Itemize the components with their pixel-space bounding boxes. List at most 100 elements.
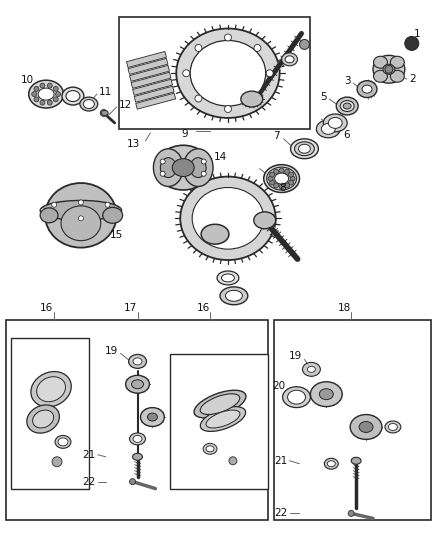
Ellipse shape [336, 97, 358, 115]
Circle shape [224, 34, 231, 41]
Circle shape [270, 180, 275, 185]
Ellipse shape [385, 421, 401, 433]
Ellipse shape [126, 375, 149, 393]
Circle shape [290, 176, 295, 181]
Text: 15: 15 [110, 230, 123, 240]
Bar [7, 320, 268, 520]
Bar [119, 17, 311, 129]
Circle shape [270, 172, 275, 177]
Text: 7: 7 [273, 131, 279, 141]
Ellipse shape [200, 407, 246, 431]
Circle shape [195, 95, 202, 102]
Ellipse shape [80, 97, 98, 111]
Text: 19: 19 [289, 351, 303, 361]
Ellipse shape [103, 207, 123, 223]
Ellipse shape [55, 435, 71, 448]
Bar [274, 320, 431, 520]
Text: 19: 19 [104, 346, 118, 357]
Text: 21: 21 [274, 456, 288, 466]
Ellipse shape [373, 55, 405, 83]
Ellipse shape [101, 110, 108, 116]
Circle shape [289, 180, 293, 185]
Circle shape [78, 200, 83, 205]
Circle shape [34, 86, 39, 91]
Circle shape [254, 44, 261, 51]
Circle shape [53, 86, 58, 91]
Circle shape [56, 92, 60, 96]
Ellipse shape [288, 390, 305, 404]
Ellipse shape [319, 389, 333, 400]
Ellipse shape [294, 142, 314, 156]
Circle shape [40, 100, 45, 105]
Ellipse shape [311, 382, 342, 407]
Ellipse shape [350, 415, 382, 439]
Ellipse shape [40, 208, 58, 223]
Ellipse shape [254, 212, 276, 229]
Text: 3: 3 [345, 76, 351, 86]
Circle shape [279, 168, 284, 173]
Ellipse shape [153, 149, 183, 187]
Ellipse shape [285, 56, 294, 63]
Ellipse shape [343, 103, 351, 109]
Text: 22: 22 [274, 508, 288, 519]
Ellipse shape [192, 188, 264, 249]
Circle shape [100, 109, 107, 116]
Ellipse shape [390, 70, 404, 82]
Ellipse shape [267, 167, 297, 190]
Circle shape [289, 172, 293, 177]
Circle shape [52, 214, 57, 219]
Ellipse shape [307, 366, 315, 373]
Circle shape [274, 169, 279, 174]
Ellipse shape [176, 29, 279, 118]
Circle shape [266, 70, 273, 77]
Ellipse shape [133, 358, 142, 365]
Ellipse shape [190, 158, 206, 177]
Circle shape [34, 97, 39, 102]
Circle shape [201, 159, 206, 164]
Ellipse shape [37, 377, 66, 402]
Ellipse shape [148, 413, 157, 421]
Ellipse shape [226, 290, 242, 301]
Ellipse shape [264, 165, 300, 192]
Circle shape [52, 457, 62, 467]
Circle shape [78, 216, 83, 221]
Ellipse shape [383, 64, 395, 74]
Text: 11: 11 [99, 87, 112, 97]
Circle shape [52, 202, 57, 207]
Ellipse shape [131, 380, 144, 389]
Ellipse shape [206, 446, 214, 452]
Ellipse shape [183, 149, 213, 187]
Ellipse shape [58, 438, 68, 446]
Ellipse shape [275, 173, 289, 184]
Text: 1: 1 [414, 29, 420, 39]
Text: 22: 22 [82, 477, 96, 487]
Circle shape [300, 39, 309, 50]
Ellipse shape [201, 224, 229, 244]
Bar [134, 86, 174, 102]
Ellipse shape [282, 53, 297, 66]
Ellipse shape [190, 41, 266, 106]
Ellipse shape [290, 139, 318, 159]
Circle shape [285, 169, 290, 174]
Bar [133, 79, 173, 95]
Ellipse shape [222, 274, 234, 282]
Circle shape [183, 70, 190, 77]
Ellipse shape [340, 101, 354, 111]
Ellipse shape [31, 372, 71, 407]
Ellipse shape [241, 91, 263, 107]
Text: 21: 21 [82, 450, 96, 460]
Text: 10: 10 [21, 75, 34, 85]
Circle shape [53, 97, 58, 102]
Ellipse shape [40, 200, 122, 220]
Circle shape [40, 83, 45, 88]
Text: 6: 6 [343, 130, 350, 140]
Ellipse shape [217, 271, 239, 285]
Text: 12: 12 [119, 100, 132, 110]
Ellipse shape [172, 159, 194, 176]
Ellipse shape [359, 422, 373, 432]
Ellipse shape [298, 144, 311, 153]
Circle shape [224, 106, 231, 112]
Circle shape [47, 83, 52, 88]
Ellipse shape [160, 158, 176, 177]
Circle shape [201, 171, 206, 176]
